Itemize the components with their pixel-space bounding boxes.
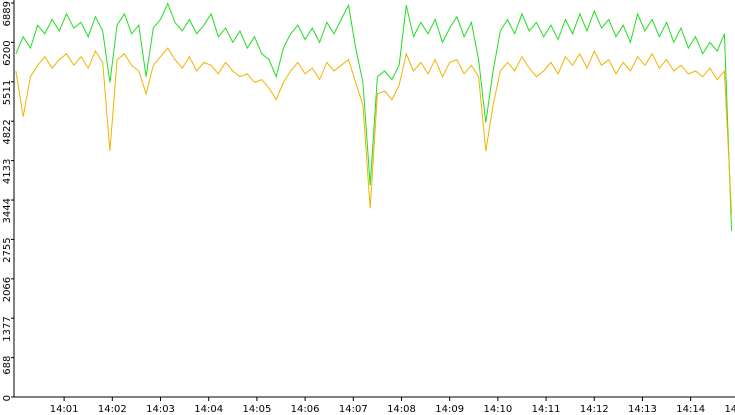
- x-tick-label: 14:14: [676, 404, 705, 415]
- y-tick-label: 6200: [2, 40, 13, 65]
- x-tick-label: 14:09: [435, 404, 464, 415]
- x-tick-label: 14:06: [291, 404, 320, 415]
- y-tick-label: 1377: [2, 316, 13, 341]
- x-tick-label: 14:13: [628, 404, 657, 415]
- y-tick-label: 3444: [2, 198, 13, 223]
- series-line: [15, 2, 733, 232]
- y-tick-label: 4822: [2, 119, 13, 144]
- y-tick-label: 2755: [2, 237, 13, 262]
- x-tick-label: 14:02: [98, 404, 127, 415]
- x-tick-label: 14:03: [146, 404, 175, 415]
- y-tick-label: 5511: [2, 80, 13, 105]
- series-line: [15, 47, 733, 215]
- y-tick-label: 2066: [2, 277, 13, 302]
- x-tick-label: 14:10: [483, 404, 512, 415]
- x-tick-label: 14:07: [339, 404, 368, 415]
- x-tick-label: 14:12: [580, 404, 609, 415]
- y-tick-label: 4133: [2, 159, 13, 184]
- x-tick-label: 14:15: [724, 404, 735, 415]
- x-tick-label: 14:11: [532, 404, 561, 415]
- x-tick-label: 14:04: [194, 404, 223, 415]
- y-tick-label: 688: [2, 356, 13, 375]
- x-tick-label: 14:05: [242, 404, 271, 415]
- x-tick-label: 14:08: [387, 404, 416, 415]
- x-tick-label: 14:01: [50, 404, 79, 415]
- y-tick-label: 0: [2, 395, 13, 401]
- y-tick-label: 6889: [2, 1, 13, 26]
